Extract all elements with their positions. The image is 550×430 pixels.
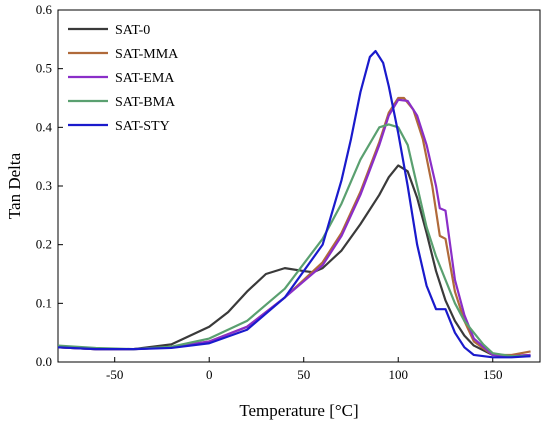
x-tick-label: 150 (483, 367, 503, 382)
y-tick-label: 0.1 (36, 295, 52, 310)
x-tick-label: -50 (106, 367, 123, 382)
axis-ticks: -50 0 50 100 150 0.0 0.1 0.2 0.3 0.4 0.5 0.6 (36, 2, 503, 382)
legend: SAT-0 SAT-MMA SAT-EMA SAT-BMA SAT-STY (68, 23, 179, 134)
y-tick-label: 0.2 (36, 237, 52, 252)
series-layer (57, 49, 531, 359)
series-line-sat-ema (57, 98, 531, 358)
series-line-sat-sty (57, 49, 531, 359)
legend-label: SAT-STY (115, 119, 170, 134)
x-tick-label: 0 (206, 367, 213, 382)
y-tick-label: 0.4 (36, 119, 53, 134)
y-tick-label: 0.5 (36, 61, 52, 76)
legend-label: SAT-0 (115, 23, 150, 38)
y-tick-label: 0.3 (36, 178, 52, 193)
series-line-sat-0 (57, 164, 531, 358)
y-axis-title: Tan Delta (5, 152, 24, 219)
series-line-sat-bma (57, 123, 531, 358)
x-tick-label: 50 (297, 367, 310, 382)
legend-label: SAT-MMA (115, 47, 179, 62)
series-line-sat-mma (57, 96, 531, 357)
y-tick-label: 0.6 (36, 2, 53, 17)
y-tick-label: 0.0 (36, 354, 52, 369)
legend-label: SAT-EMA (115, 71, 175, 86)
x-tick-label: 100 (388, 367, 408, 382)
legend-label: SAT-BMA (115, 95, 176, 110)
plot-frame (57, 9, 541, 363)
x-axis-title: Temperature [°C] (239, 401, 358, 420)
